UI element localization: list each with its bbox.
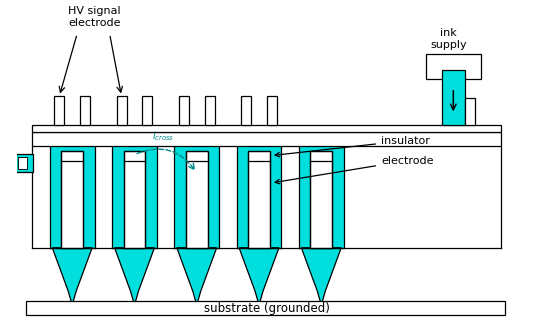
Text: $i_{cross}$: $i_{cross}$ (152, 129, 174, 143)
Bar (124, 151, 146, 248)
Bar (179, 96, 189, 125)
Bar (27, 301, 505, 315)
Bar (344, 146, 500, 248)
Polygon shape (177, 248, 217, 305)
Bar (125, 161, 143, 247)
Polygon shape (301, 248, 341, 305)
Bar (205, 96, 215, 125)
Bar (267, 96, 277, 125)
Bar (281, 146, 299, 248)
Bar (80, 96, 90, 125)
Text: HV signal
electrode: HV signal electrode (68, 6, 121, 28)
Polygon shape (239, 248, 279, 305)
Text: substrate (grounded): substrate (grounded) (204, 302, 329, 315)
Bar (186, 151, 208, 248)
Bar (54, 96, 64, 125)
Bar (33, 125, 500, 132)
Bar (157, 146, 174, 248)
Bar (465, 98, 475, 125)
Bar (312, 161, 330, 247)
Bar (63, 161, 81, 247)
Bar (117, 96, 126, 125)
Bar (430, 55, 477, 76)
Bar (186, 151, 208, 248)
Bar (310, 151, 332, 248)
Bar (61, 151, 83, 248)
Bar (19, 157, 27, 169)
Bar (33, 125, 500, 248)
Text: electrode: electrode (275, 156, 433, 184)
Polygon shape (52, 248, 92, 305)
Text: insulator: insulator (275, 136, 430, 157)
Text: ink
supply: ink supply (430, 28, 466, 49)
Bar (310, 151, 332, 248)
Bar (248, 151, 270, 248)
Bar (61, 151, 83, 248)
Polygon shape (115, 248, 155, 305)
Bar (248, 151, 270, 248)
Bar (241, 96, 251, 125)
Bar (442, 71, 465, 125)
Bar (33, 146, 50, 248)
Bar (142, 96, 152, 125)
Bar (442, 124, 465, 147)
Bar (219, 146, 237, 248)
Bar (33, 132, 500, 146)
Bar (95, 146, 112, 248)
Bar (250, 161, 268, 247)
Bar (426, 54, 481, 79)
Bar (17, 154, 33, 172)
Bar (124, 151, 146, 248)
Bar (188, 161, 206, 247)
